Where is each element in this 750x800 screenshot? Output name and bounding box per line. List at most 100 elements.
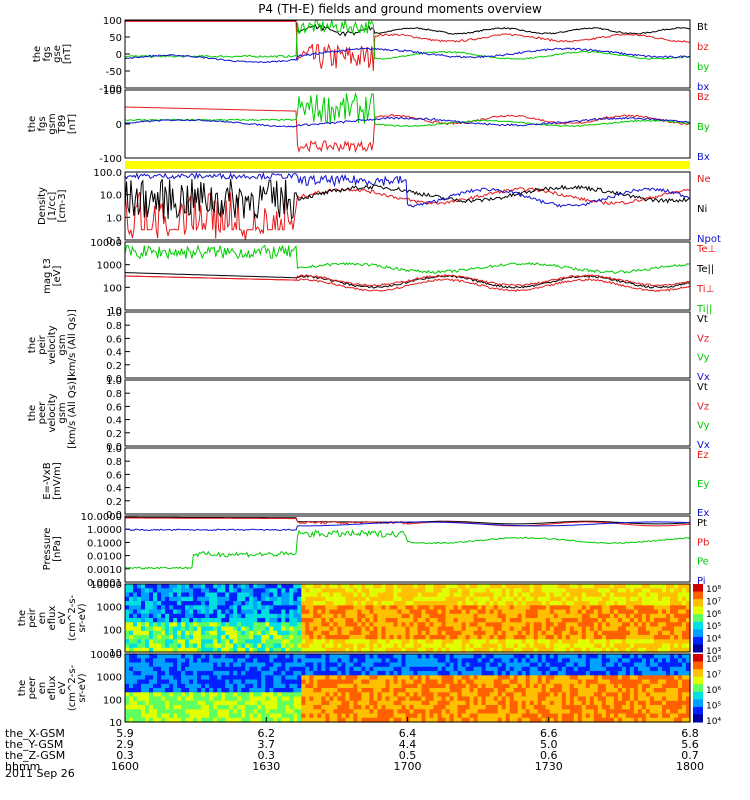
spectrogram-cell <box>221 683 226 689</box>
spectrogram-cell <box>629 605 635 611</box>
spectrogram-cell <box>625 596 631 602</box>
spectrogram-cell <box>565 666 571 672</box>
spectrogram-cell <box>469 605 475 611</box>
spectrogram-cell <box>541 671 547 676</box>
spectrogram-cell <box>413 613 419 619</box>
spectrogram-cell <box>641 717 647 723</box>
spectrogram-cell <box>293 709 298 715</box>
spectrogram-cell <box>285 675 290 681</box>
spectrogram-cell <box>337 662 342 668</box>
separator-bar <box>125 161 690 169</box>
spectrogram-cell <box>557 654 563 659</box>
spectrogram-cell <box>393 705 399 710</box>
spectrogram-cell <box>637 696 643 702</box>
spectrogram-cell <box>277 666 282 672</box>
spectrogram-cell <box>625 713 631 719</box>
spectrogram-cell <box>241 671 246 676</box>
spectrogram-cell <box>257 626 262 632</box>
spectrogram-cell <box>177 643 182 649</box>
spectrogram-cell <box>305 613 310 619</box>
spectrogram-cell <box>629 662 635 668</box>
spectrogram-cell <box>221 700 226 706</box>
spectrogram-cell <box>165 630 170 636</box>
spectrogram-cell <box>189 662 194 668</box>
spectrogram-cell <box>317 671 322 676</box>
spectrogram-cell <box>161 605 166 611</box>
spectrogram-cell <box>413 675 419 681</box>
spectrogram-cell <box>645 675 651 681</box>
spectrogram-cell <box>585 679 591 685</box>
spectrogram-cell <box>649 592 655 598</box>
spectrogram-cell <box>489 717 495 723</box>
spectrogram-cell <box>253 688 258 693</box>
legend-entry: Pe <box>697 557 709 568</box>
position-value: 4.4 <box>399 738 417 751</box>
spectrogram-cell <box>133 683 138 689</box>
spectrogram-cell <box>125 679 130 685</box>
spectrogram-cell <box>449 626 455 632</box>
spectrogram-cell <box>305 700 310 706</box>
spectrogram-cell <box>529 705 535 710</box>
spectrogram-cell <box>201 713 206 719</box>
spectrogram-cell <box>129 626 134 632</box>
spectrogram-cell <box>129 630 134 636</box>
spectrogram-cell <box>597 688 603 693</box>
spectrogram-cell <box>313 705 318 710</box>
spectrogram-cell <box>593 601 599 606</box>
spectrogram-cell <box>169 609 174 615</box>
legend-entry: bz <box>697 42 709 53</box>
spectrogram-cell <box>393 675 399 681</box>
spectrogram-cell <box>229 596 234 602</box>
spectrogram-cell <box>125 584 130 589</box>
spectrogram-cell <box>537 630 543 636</box>
legend-entry: Ti|| <box>696 304 712 315</box>
ytick-label: 0.2 <box>106 497 122 508</box>
spectrogram-cell <box>229 635 234 640</box>
spectrogram-cell <box>589 717 595 723</box>
spectrogram-cell <box>273 609 278 615</box>
spectrogram-cell <box>241 592 246 598</box>
spectrogram-cell <box>497 679 503 685</box>
position-value: 1730 <box>535 760 563 773</box>
spectrogram-cell <box>249 584 254 589</box>
spectrogram-cell <box>441 630 447 636</box>
spectrogram-cell <box>461 692 467 698</box>
spectrogram-cell <box>349 666 354 672</box>
spectrogram-cell <box>149 709 154 715</box>
spectrogram-cell <box>489 654 495 659</box>
ytick-label: 0.2 <box>106 361 122 372</box>
spectrogram-cell <box>173 601 178 606</box>
spectrogram-cell <box>137 596 142 602</box>
spectrogram-cell <box>477 635 483 640</box>
spectrogram-cell <box>609 666 615 672</box>
spectrogram-cell <box>225 592 230 598</box>
spectrogram-cell <box>597 679 603 685</box>
spectrogram-cell <box>317 609 322 615</box>
spectrogram-cell <box>445 696 451 702</box>
spectrogram-cell <box>445 683 451 689</box>
spectrogram-cell <box>513 592 519 598</box>
spectrogram-cell <box>393 643 399 649</box>
spectrogram-cell <box>337 713 342 719</box>
spectrogram-cell <box>321 705 326 710</box>
spectrogram-cell <box>453 671 459 676</box>
spectrogram-cell <box>609 696 615 702</box>
legend-entry: Pb <box>697 537 709 548</box>
spectrogram-cell <box>417 643 423 649</box>
spectrogram-cell <box>329 588 334 594</box>
spectrogram-cell <box>473 671 479 676</box>
spectrogram-cell <box>165 592 170 598</box>
spectrogram-cell <box>666 688 671 693</box>
spectrogram-cell <box>245 622 250 628</box>
spectrogram-cell <box>517 688 523 693</box>
spectrogram-cell <box>505 658 511 664</box>
spectrogram-cell <box>249 613 254 619</box>
spectrogram-cell <box>421 601 427 606</box>
spectrogram-cell <box>401 635 407 640</box>
spectrogram-cell <box>361 647 366 653</box>
spectrogram-cell <box>601 666 607 672</box>
spectrogram-cell <box>293 635 298 640</box>
spectrogram-cell <box>177 605 182 611</box>
spectrogram-cell <box>161 596 166 602</box>
spectrogram-cell <box>585 626 591 632</box>
